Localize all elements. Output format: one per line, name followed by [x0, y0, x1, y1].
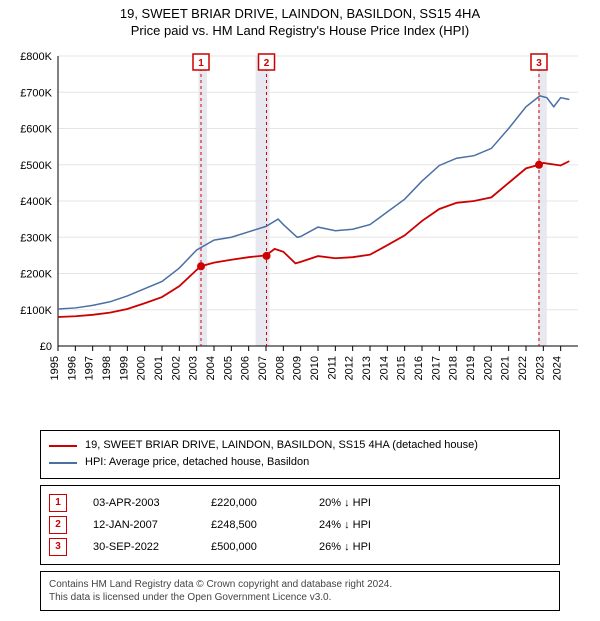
svg-text:2023: 2023 — [534, 356, 546, 380]
svg-text:2019: 2019 — [465, 356, 477, 380]
svg-text:2006: 2006 — [240, 356, 252, 380]
svg-text:2014: 2014 — [378, 356, 390, 380]
table-row: 2 12-JAN-2007 £248,500 24% ↓ HPI — [49, 514, 551, 536]
transaction-badge-2: 2 — [49, 516, 67, 534]
svg-text:2015: 2015 — [396, 356, 408, 380]
transaction-price: £220,000 — [211, 497, 301, 509]
licence-box: Contains HM Land Registry data © Crown c… — [40, 571, 560, 611]
transaction-badge-1: 1 — [49, 494, 67, 512]
svg-text:2018: 2018 — [448, 356, 460, 380]
transaction-price: £248,500 — [211, 519, 301, 531]
transaction-delta: 20% ↓ HPI — [319, 497, 371, 509]
svg-text:3: 3 — [536, 58, 542, 69]
svg-text:2004: 2004 — [205, 356, 217, 380]
svg-text:£700K: £700K — [20, 87, 52, 99]
svg-text:1997: 1997 — [84, 356, 96, 380]
legend-row-2: HPI: Average price, detached house, Basi… — [49, 454, 551, 472]
svg-text:2: 2 — [264, 58, 270, 69]
chart-area: £0 £100K £200K £300K £400K £500K £600K £700K £80… — [10, 44, 590, 424]
transactions-table: 1 03-APR-2003 £220,000 20% ↓ HPI 2 12-JA… — [40, 485, 560, 565]
svg-text:£500K: £500K — [20, 160, 52, 172]
svg-text:2001: 2001 — [153, 356, 165, 380]
svg-text:£100K: £100K — [20, 305, 52, 317]
licence-line1: Contains HM Land Registry data © Crown c… — [49, 578, 551, 591]
transaction-badge-3: 3 — [49, 538, 67, 556]
svg-text:2013: 2013 — [361, 356, 373, 380]
svg-text:2020: 2020 — [482, 356, 494, 380]
svg-text:2008: 2008 — [274, 356, 286, 380]
svg-text:2024: 2024 — [552, 356, 564, 380]
page: 19, SWEET BRIAR DRIVE, LAINDON, BASILDON… — [0, 0, 600, 621]
svg-text:1995: 1995 — [49, 356, 61, 380]
svg-text:2017: 2017 — [430, 356, 442, 380]
svg-text:1998: 1998 — [101, 356, 113, 380]
transaction-delta: 26% ↓ HPI — [319, 541, 371, 553]
svg-text:2012: 2012 — [344, 356, 356, 380]
svg-text:£300K: £300K — [20, 232, 52, 244]
svg-text:2007: 2007 — [257, 356, 269, 380]
svg-text:£400K: £400K — [20, 196, 52, 208]
title-line1: 19, SWEET BRIAR DRIVE, LAINDON, BASILDON… — [10, 6, 590, 23]
transaction-date: 03-APR-2003 — [93, 497, 193, 509]
svg-text:1999: 1999 — [118, 356, 130, 380]
svg-text:£200K: £200K — [20, 268, 52, 280]
table-row: 3 30-SEP-2022 £500,000 26% ↓ HPI — [49, 536, 551, 558]
svg-text:£0: £0 — [40, 341, 52, 353]
legend-label-1: 19, SWEET BRIAR DRIVE, LAINDON, BASILDON… — [85, 437, 478, 455]
svg-text:1996: 1996 — [66, 356, 78, 380]
svg-text:2010: 2010 — [309, 356, 321, 380]
svg-text:2022: 2022 — [517, 356, 529, 380]
svg-text:2016: 2016 — [413, 356, 425, 380]
licence-line2: This data is licensed under the Open Gov… — [49, 591, 551, 604]
svg-text:£800K: £800K — [20, 51, 52, 63]
chart-title: 19, SWEET BRIAR DRIVE, LAINDON, BASILDON… — [10, 6, 590, 40]
legend-row-1: 19, SWEET BRIAR DRIVE, LAINDON, BASILDON… — [49, 437, 551, 455]
transaction-date: 30-SEP-2022 — [93, 541, 193, 553]
svg-text:2002: 2002 — [170, 356, 182, 380]
table-row: 1 03-APR-2003 £220,000 20% ↓ HPI — [49, 492, 551, 514]
legend: 19, SWEET BRIAR DRIVE, LAINDON, BASILDON… — [40, 430, 560, 479]
svg-text:2005: 2005 — [222, 356, 234, 380]
svg-text:2011: 2011 — [326, 356, 338, 380]
title-line2: Price paid vs. HM Land Registry's House … — [10, 23, 590, 40]
legend-swatch-2 — [49, 462, 77, 464]
svg-text:2000: 2000 — [136, 356, 148, 380]
svg-text:2003: 2003 — [188, 356, 200, 380]
svg-text:1: 1 — [198, 58, 204, 69]
svg-text:£600K: £600K — [20, 123, 52, 135]
transaction-price: £500,000 — [211, 541, 301, 553]
svg-text:2009: 2009 — [292, 356, 304, 380]
legend-label-2: HPI: Average price, detached house, Basi… — [85, 454, 309, 472]
legend-swatch-1 — [49, 445, 77, 447]
svg-text:2021: 2021 — [500, 356, 512, 380]
line-chart-svg: £0 £100K £200K £300K £400K £500K £600K £700K £80… — [10, 44, 590, 424]
transaction-date: 12-JAN-2007 — [93, 519, 193, 531]
transaction-delta: 24% ↓ HPI — [319, 519, 371, 531]
